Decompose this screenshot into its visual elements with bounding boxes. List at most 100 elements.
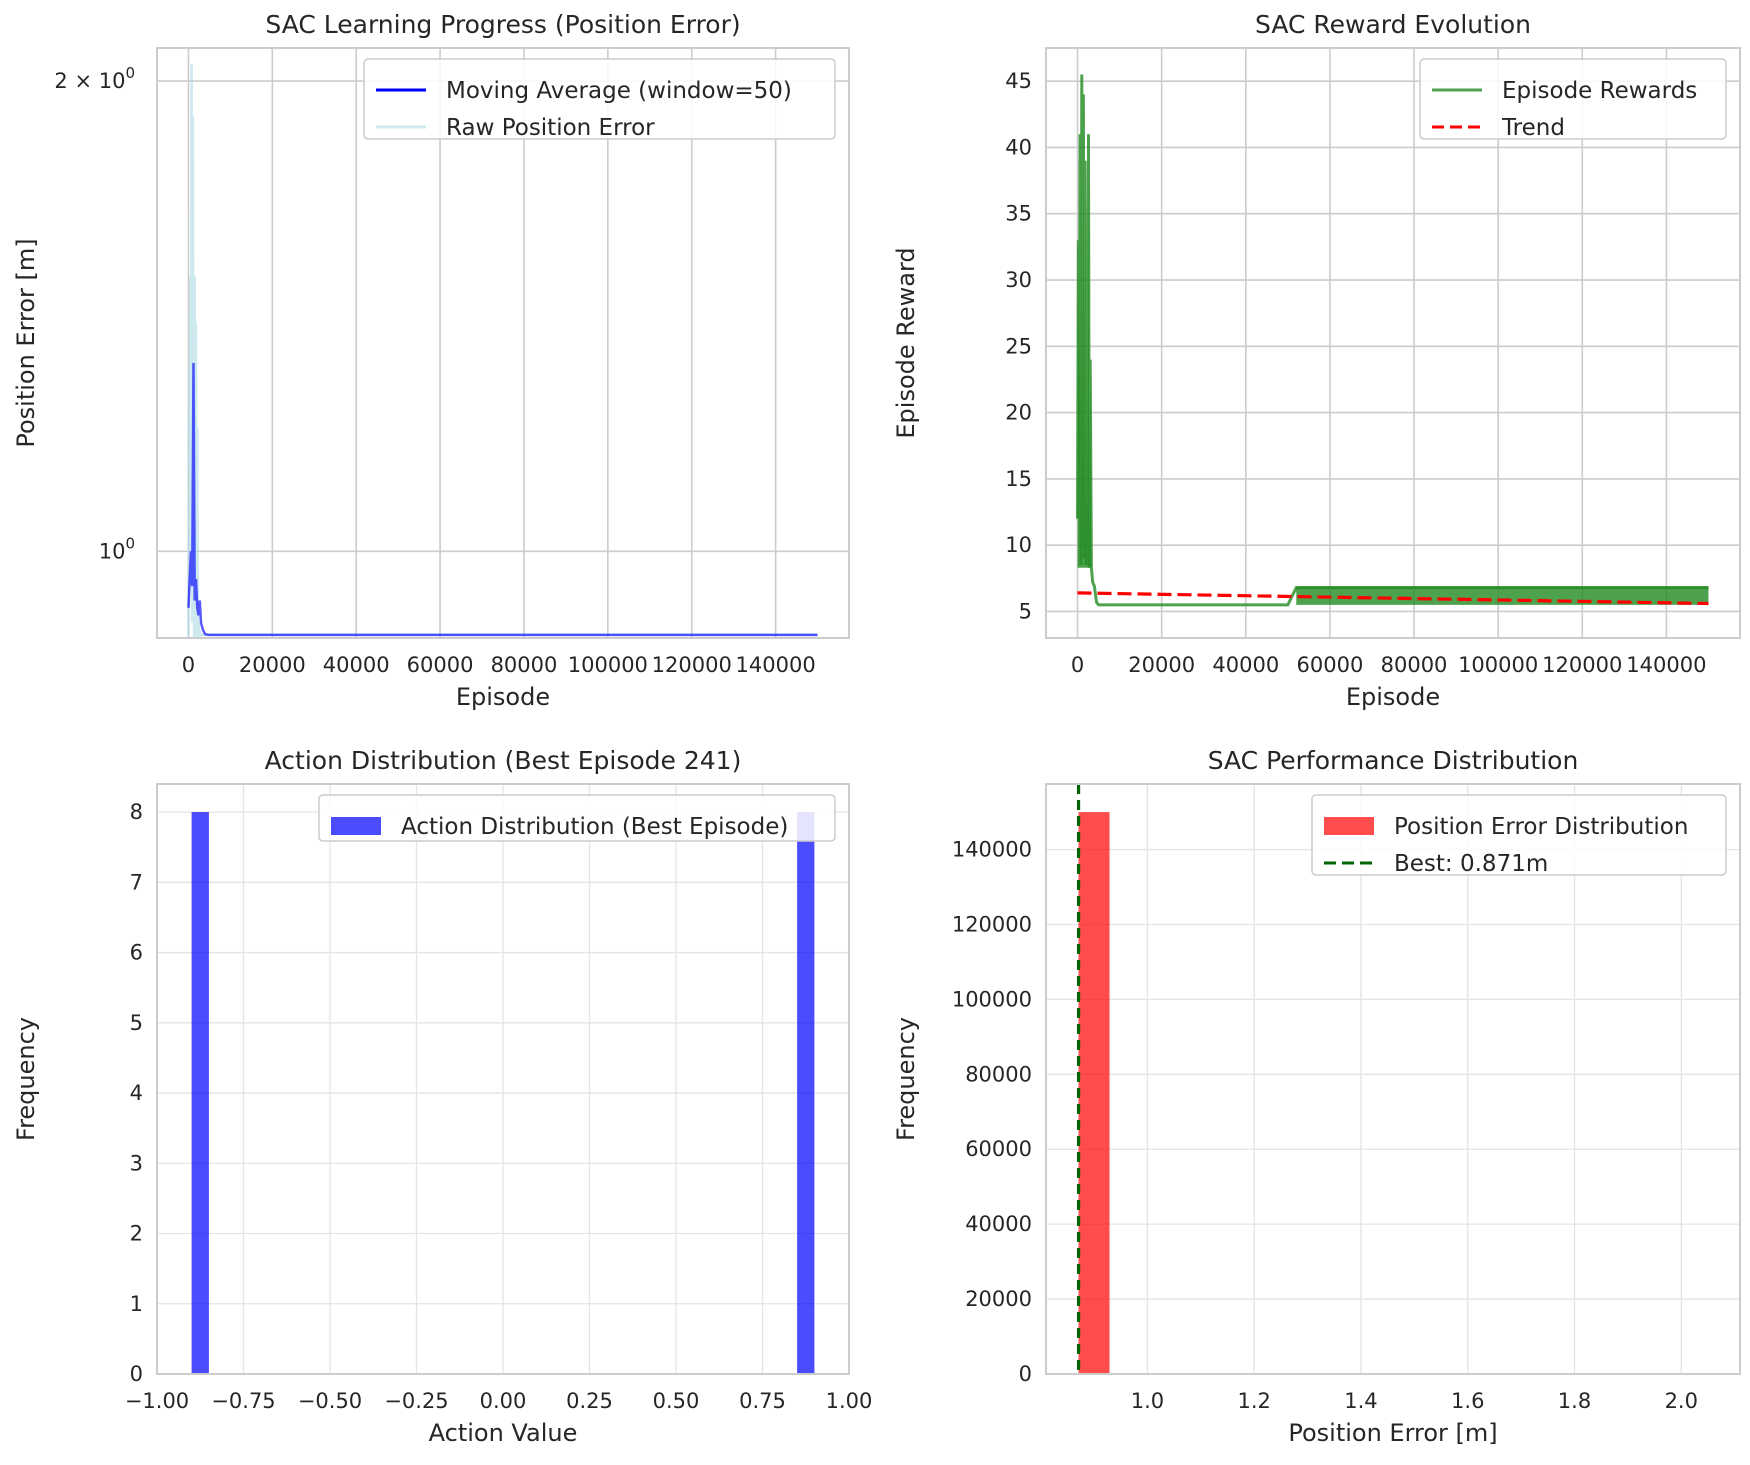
plot-frame bbox=[156, 783, 850, 1375]
legend-label: Best: 0.871m bbox=[1394, 851, 1548, 877]
panel-action-dist: −1.00 −0.75 −0.50 −0.25 0.00 0.25 0.50 0.75 1.00… bbox=[12, 746, 872, 1447]
y-tick-label: 35 bbox=[1005, 202, 1032, 226]
x-tick-label: 1.2 bbox=[1237, 1389, 1270, 1413]
x-tick-label: 140000 bbox=[1626, 653, 1706, 677]
chart-title: SAC Reward Evolution bbox=[1255, 10, 1531, 39]
y-tick-label: 4 bbox=[130, 1081, 143, 1105]
legend-box bbox=[363, 58, 836, 140]
chart-title: Action Distribution (Best Episode 241) bbox=[265, 746, 742, 775]
y-tick-label: 5 bbox=[130, 1011, 143, 1035]
y-tick-label: 7 bbox=[130, 870, 143, 894]
y-tick-label: 100 bbox=[99, 534, 135, 563]
x-tick-label: 0.75 bbox=[739, 1389, 786, 1413]
episode-rewards-line bbox=[1076, 74, 1709, 607]
x-tick-label: 0.00 bbox=[480, 1389, 527, 1413]
y-tick-label: 8 bbox=[130, 800, 143, 824]
x-tick-label: −0.50 bbox=[298, 1389, 362, 1413]
y-axis-label: Frequency bbox=[892, 1017, 920, 1141]
x-tick-label: 60000 bbox=[1297, 653, 1364, 677]
y-tick-base: 10 bbox=[99, 539, 126, 563]
legend-label: Moving Average (window=50) bbox=[446, 78, 792, 104]
plot-frame bbox=[1045, 783, 1741, 1375]
y-tick-label: 20 bbox=[1005, 401, 1032, 425]
x-tick-label: 1.6 bbox=[1451, 1389, 1484, 1413]
x-tick-label: 80000 bbox=[491, 653, 558, 677]
legend-label: Raw Position Error bbox=[446, 115, 655, 141]
legend-box bbox=[318, 794, 836, 842]
y-tick-label: 5 bbox=[1019, 599, 1032, 623]
legend-swatch bbox=[331, 817, 381, 835]
plot-frame bbox=[1045, 47, 1741, 639]
x-tick-label: 0 bbox=[182, 653, 195, 677]
x-tick-label: 0.50 bbox=[653, 1389, 700, 1413]
x-tick-label: 100000 bbox=[568, 653, 648, 677]
x-axis-label: Episode bbox=[456, 683, 550, 711]
y-tick-label: 80000 bbox=[965, 1062, 1032, 1086]
x-axis-label: Episode bbox=[1346, 683, 1440, 711]
y-axis-label: Episode Reward bbox=[892, 247, 920, 438]
y-tick-label: 60000 bbox=[965, 1137, 1032, 1161]
legend-swatch bbox=[1324, 817, 1374, 835]
legend-box bbox=[1419, 58, 1727, 140]
y-axis-label: Frequency bbox=[12, 1017, 40, 1141]
x-tick-label: 60000 bbox=[407, 653, 474, 677]
y-tick-label: 2 × 100 bbox=[54, 64, 135, 93]
y-tick-label: 140000 bbox=[952, 838, 1032, 862]
y-tick-label: 120000 bbox=[952, 912, 1032, 936]
y-tick-label: 3 bbox=[130, 1151, 143, 1175]
action-histogram-bar bbox=[191, 812, 209, 1374]
y-tick-label: 20000 bbox=[965, 1287, 1032, 1311]
y-tick-label: 30 bbox=[1005, 268, 1032, 292]
x-tick-label: 40000 bbox=[1212, 653, 1279, 677]
x-tick-label: 120000 bbox=[652, 653, 732, 677]
plot-frame bbox=[156, 47, 850, 639]
legend-box bbox=[1311, 794, 1727, 876]
y-tick-label: 0 bbox=[130, 1362, 143, 1386]
x-tick-label: 1.0 bbox=[1131, 1389, 1164, 1413]
x-tick-label: 2.0 bbox=[1665, 1389, 1698, 1413]
x-tick-label: 80000 bbox=[1381, 653, 1448, 677]
action-histogram-bar bbox=[797, 812, 815, 1374]
panel-reward: 0 20000 40000 60000 80000 100000 120000 140000 5… bbox=[892, 10, 1741, 711]
x-tick-label: 20000 bbox=[1128, 653, 1195, 677]
x-tick-label: 1.4 bbox=[1344, 1389, 1377, 1413]
y-tick-label: 10 bbox=[1005, 533, 1032, 557]
y-tick-exponent: 0 bbox=[125, 64, 135, 82]
trend-line bbox=[1077, 591, 1709, 606]
x-tick-label: −1.00 bbox=[125, 1389, 189, 1413]
legend-label: Action Distribution (Best Episode) bbox=[401, 814, 788, 840]
panel-error-dist: 1.0 1.2 1.4 1.6 1.8 2.0 0 20000 40000 60000 80000 1… bbox=[892, 746, 1741, 1447]
x-tick-label: 1.8 bbox=[1558, 1389, 1591, 1413]
moving-average-line bbox=[187, 362, 818, 637]
y-tick-exponent: 0 bbox=[125, 534, 135, 552]
x-tick-label: 140000 bbox=[736, 653, 816, 677]
y-tick-base: 2 × 10 bbox=[54, 69, 125, 93]
x-axis-label: Action Value bbox=[429, 1419, 578, 1447]
chart-title: SAC Learning Progress (Position Error) bbox=[265, 10, 740, 39]
y-tick-label: 0 bbox=[1019, 1362, 1032, 1386]
x-tick-label: −0.25 bbox=[384, 1389, 448, 1413]
x-tick-label: −0.75 bbox=[211, 1389, 275, 1413]
y-tick-label: 45 bbox=[1005, 69, 1032, 93]
x-tick-label: 0.25 bbox=[566, 1389, 613, 1413]
chart-title: SAC Performance Distribution bbox=[1208, 746, 1579, 775]
x-tick-label: 0 bbox=[1071, 653, 1084, 677]
legend-label: Position Error Distribution bbox=[1394, 814, 1688, 840]
episode-rewards-spikes bbox=[1077, 74, 1092, 568]
panel-position-error: 0 20000 40000 60000 80000 100000 120000 140000 2… bbox=[12, 10, 850, 711]
y-tick-label: 1 bbox=[130, 1292, 143, 1316]
y-axis-label: Position Error [m] bbox=[12, 238, 40, 447]
x-tick-label: 100000 bbox=[1458, 653, 1538, 677]
y-tick-label: 40000 bbox=[965, 1212, 1032, 1236]
x-tick-label: 1.00 bbox=[826, 1389, 873, 1413]
position-error-histogram-bar bbox=[1078, 812, 1110, 1374]
y-tick-label: 6 bbox=[130, 941, 143, 965]
legend-label: Trend bbox=[1501, 115, 1565, 141]
legend-label: Episode Rewards bbox=[1502, 78, 1697, 104]
y-tick-label: 40 bbox=[1005, 135, 1032, 159]
y-tick-label: 15 bbox=[1005, 467, 1032, 491]
x-tick-label: 120000 bbox=[1542, 653, 1622, 677]
y-tick-label: 2 bbox=[130, 1222, 143, 1246]
x-tick-label: 40000 bbox=[323, 653, 390, 677]
